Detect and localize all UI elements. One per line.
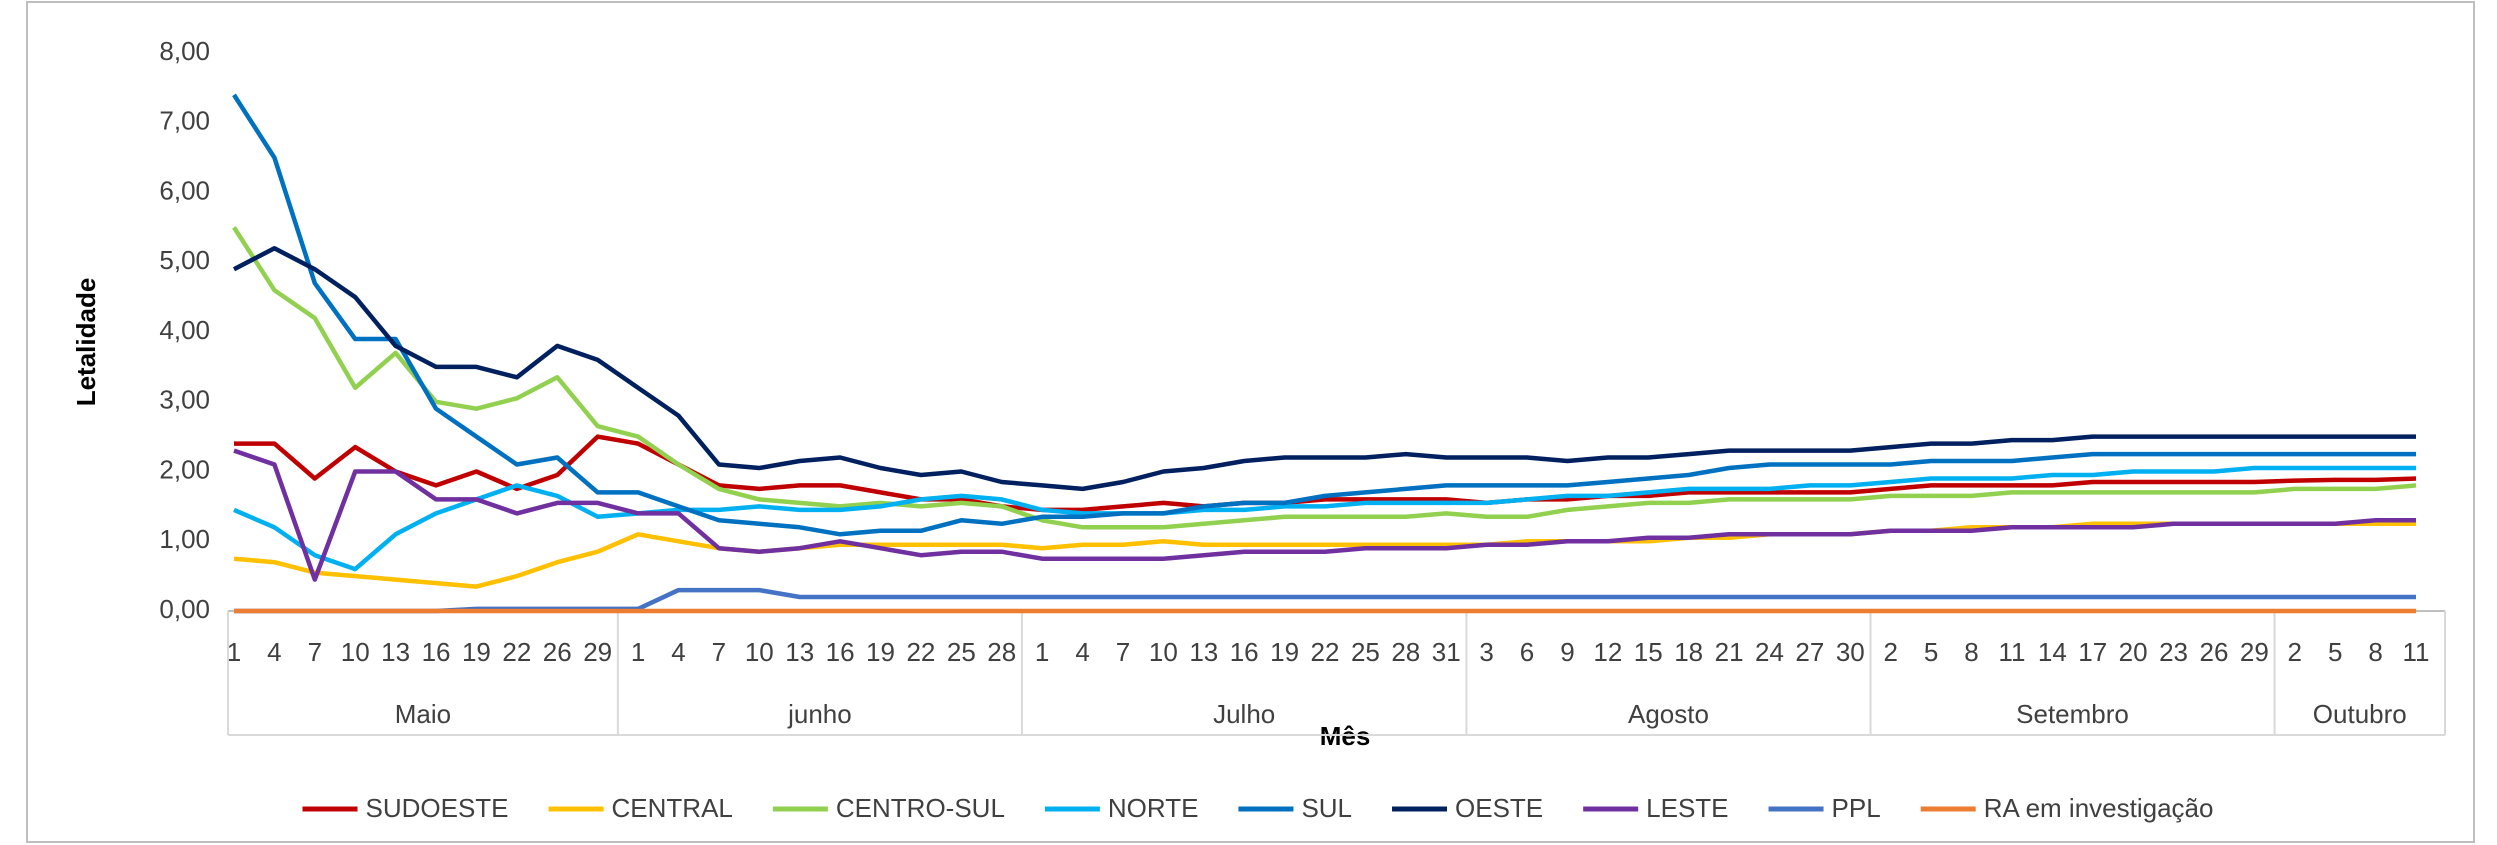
x-tick-label: 9	[1560, 637, 1574, 667]
month-label: Julho	[1213, 699, 1275, 729]
month-label: junho	[787, 699, 852, 729]
series-line	[234, 434, 2417, 513]
x-tick-label: 31	[1432, 637, 1461, 667]
series-line	[232, 93, 2416, 537]
x-tick-label: 28	[1391, 637, 1420, 667]
x-tick-label: 29	[583, 637, 612, 667]
y-tick-label: 5,00	[159, 245, 210, 275]
x-tick-label: 11	[2403, 637, 2430, 667]
x-tick-label: 14	[2038, 637, 2067, 667]
x-tick-label: 13	[1189, 637, 1218, 667]
x-tick-label: 24	[1755, 637, 1784, 667]
month-label: Maio	[395, 699, 451, 729]
x-tick-label: 18	[1674, 637, 1703, 667]
x-tick-label: 11	[1998, 637, 2025, 667]
y-tick-label: 0,00	[159, 594, 210, 624]
series-line	[233, 465, 2416, 572]
x-tick-label: 8	[2368, 637, 2382, 667]
x-tick-label: 20	[2119, 637, 2148, 667]
y-tick-label: 2,00	[159, 454, 210, 484]
x-tick-label: 7	[712, 637, 726, 667]
y-tick-label: 1,00	[159, 524, 210, 554]
x-tick-label: 16	[826, 637, 855, 667]
month-label: Agosto	[1628, 699, 1709, 729]
x-tick-label: 30	[1836, 637, 1865, 667]
x-tick-label: 21	[1715, 637, 1744, 667]
series-line	[232, 246, 2416, 492]
legend-label: PPL	[1832, 793, 1881, 823]
x-tick-label: 19	[866, 637, 895, 667]
x-tick-label: 10	[1149, 637, 1178, 667]
x-tick-label: 4	[1075, 637, 1089, 667]
legend-label: NORTE	[1108, 793, 1199, 823]
x-tick-label: 16	[1230, 637, 1259, 667]
x-tick-label: 7	[1116, 637, 1130, 667]
x-tick-label: 4	[267, 637, 281, 667]
x-tick-label: 22	[502, 637, 531, 667]
series-line	[233, 448, 2416, 582]
legend-label: LESTE	[1646, 793, 1728, 823]
x-tick-label: 16	[422, 637, 451, 667]
x-tick-label: 15	[1634, 637, 1663, 667]
x-tick-label: 19	[1270, 637, 1299, 667]
x-tick-label: 22	[906, 637, 935, 667]
x-tick-label: 2	[2288, 637, 2302, 667]
x-tick-label: 1	[227, 637, 241, 667]
chart-border	[26, 1, 2475, 843]
x-tick-label: 13	[785, 637, 814, 667]
x-tick-label: 26	[543, 637, 572, 667]
x-tick-label: 17	[2078, 637, 2107, 667]
legend-label: CENTRAL	[612, 793, 733, 823]
legend-label: SUDOESTE	[366, 793, 509, 823]
y-tick-label: 6,00	[159, 175, 210, 205]
y-tick-label: 3,00	[159, 385, 210, 415]
x-tick-label: 1	[1035, 637, 1049, 667]
month-label: Setembro	[2016, 699, 2129, 729]
x-tick-label: 1	[631, 637, 645, 667]
x-tick-label: 5	[1924, 637, 1938, 667]
series-line	[232, 226, 2417, 530]
x-tick-label: 25	[947, 637, 976, 667]
x-tick-label: 19	[462, 637, 491, 667]
x-tick-label: 10	[745, 637, 774, 667]
y-axis-title: Letalidade	[71, 278, 101, 407]
x-tick-label: 29	[2240, 637, 2269, 667]
legend-label: RA em investigação	[1984, 793, 2214, 823]
legend-label: SUL	[1301, 793, 1352, 823]
month-label: Outubro	[2313, 699, 2407, 729]
x-tick-label: 12	[1593, 637, 1622, 667]
x-tick-label: 6	[1520, 637, 1534, 667]
x-tick-label: 28	[987, 637, 1016, 667]
x-tick-label: 3	[1479, 637, 1493, 667]
x-tick-label: 4	[671, 637, 685, 667]
y-tick-label: 8,00	[159, 36, 210, 66]
x-tick-label: 7	[308, 637, 322, 667]
y-tick-label: 4,00	[159, 315, 210, 345]
x-tick-label: 5	[2328, 637, 2342, 667]
x-tick-label: 23	[2159, 637, 2188, 667]
x-tick-label: 25	[1351, 637, 1380, 667]
x-tick-label: 13	[381, 637, 410, 667]
x-tick-label: 8	[1964, 637, 1978, 667]
x-tick-label: 22	[1311, 637, 1340, 667]
x-tick-label: 26	[2200, 637, 2229, 667]
x-tick-label: 2	[1883, 637, 1897, 667]
y-tick-label: 7,00	[159, 106, 210, 136]
x-tick-label: 10	[341, 637, 370, 667]
legend-label: CENTRO-SUL	[836, 793, 1005, 823]
x-tick-label: 27	[1795, 637, 1824, 667]
legend-label: OESTE	[1455, 793, 1543, 823]
